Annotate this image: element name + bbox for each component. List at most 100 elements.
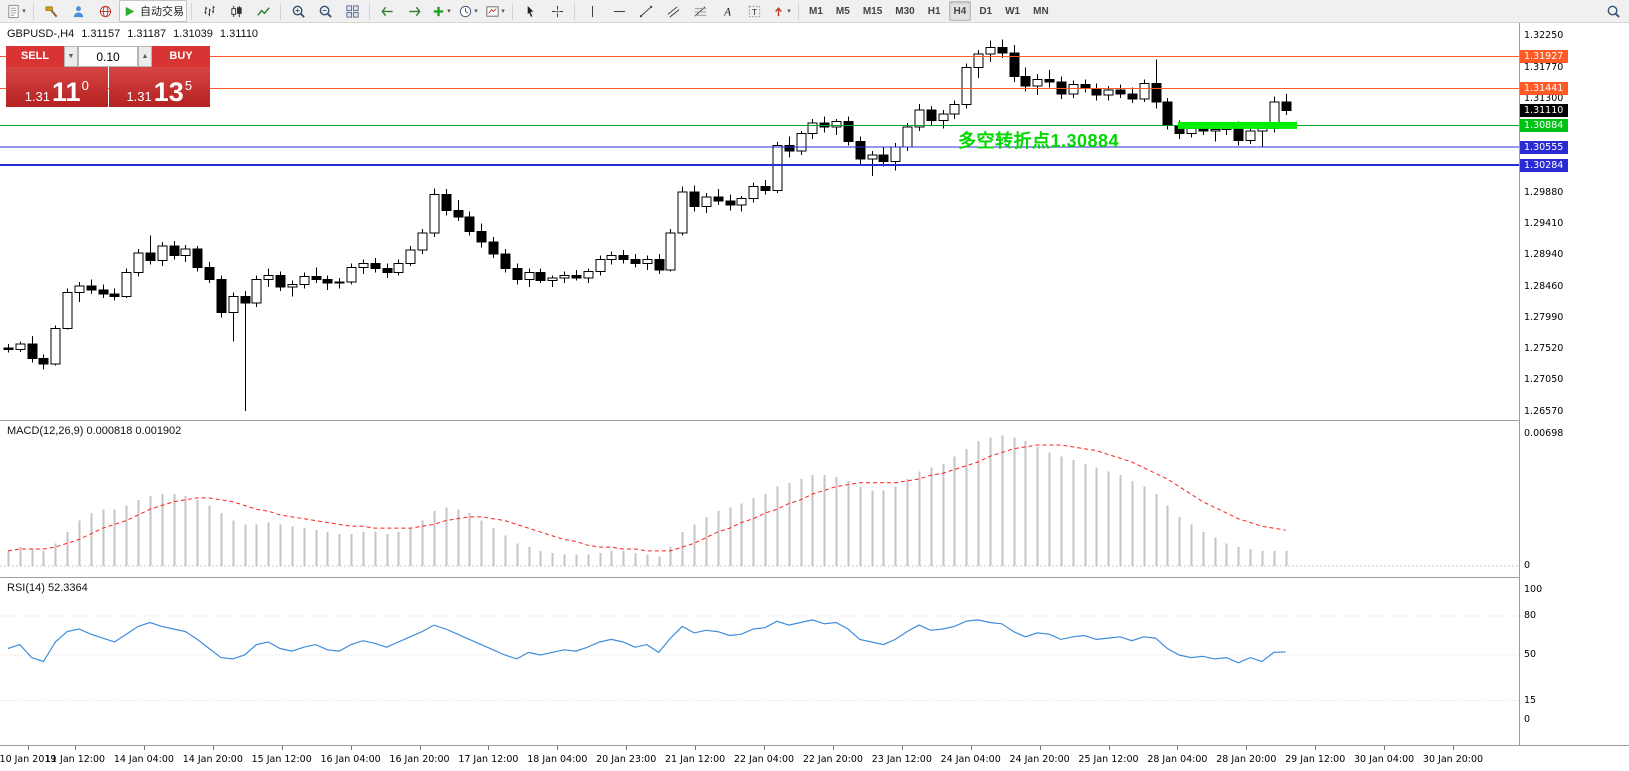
chevron-down-icon: ▾ [22,8,26,15]
volume-decrease-button[interactable]: ▼ [64,46,78,67]
periods-button[interactable]: ▾ [455,0,481,22]
vertical-line-button[interactable] [579,0,605,22]
rsi-header: RSI(14) 52.3364 [7,582,88,594]
equidistant-channel-button[interactable] [660,0,686,22]
fibo-icon [694,5,706,17]
pivot-annotation-text[interactable]: 多空转折点1.30884 [958,131,1120,151]
axis-label: 0 [1524,560,1531,571]
time-axis[interactable]: 10 Jan 2019 11 Jan 12:00 14 Jan 04:00 14 Ja… [0,745,1629,771]
search-button[interactable] [1600,0,1626,22]
metaeditor-button[interactable] [38,0,64,22]
fibonacci-button[interactable] [687,0,713,22]
timeframe-h1[interactable]: H1 [927,5,941,17]
buy-price-display[interactable]: 1.31 13 5 [108,67,210,107]
time-label: 24 Jan 20:00 [1009,754,1070,765]
cursor-button[interactable] [517,0,543,22]
time-tick [1315,746,1317,750]
toolbar-separator [369,2,370,20]
price-tag: 1.31110 [1520,103,1569,117]
autotrading-button[interactable]: 自动交易 [119,0,187,22]
zoom-out-button[interactable] [312,0,338,22]
time-tick [832,746,834,750]
hline-icon [613,10,625,12]
timeframe-m1[interactable]: M1 [809,5,823,17]
shiftl-icon [380,6,393,16]
buy-price-prefix: 1.31 [126,89,152,104]
sell-price-prefix: 1.31 [24,89,51,104]
macd-header: MACD(12,26,9) 0.000818 0.001902 [7,425,182,437]
timeframe-h4[interactable]: H4 [948,1,972,21]
axis-label: 1.29410 [1524,218,1564,229]
buy-price-sup: 5 [184,78,193,93]
volume-input[interactable] [78,46,138,67]
timeframe-d1[interactable]: D1 [979,5,993,17]
high-value: 1.31187 [127,28,167,40]
volume-increase-button[interactable]: ▲ [138,46,152,67]
time-tick [143,746,145,750]
time-label: 10 Jan 2019 [0,754,57,765]
new-order-button[interactable]: ▾ [3,0,29,22]
template-icon [486,5,499,17]
axis-label: 0 [1524,714,1531,725]
crosshair-button[interactable] [544,0,570,22]
time-label: 11 Jan 12:00 [44,754,106,765]
timeframe-mn[interactable]: MN [1033,5,1049,17]
time-label: 30 Jan 04:00 [1354,754,1415,765]
text-label-button[interactable]: T [741,0,767,22]
bars-icon [203,5,215,16]
toolbar-separator [798,2,799,20]
market-watch-button[interactable] [92,0,118,22]
timeframe-m15[interactable]: M15 [862,5,883,17]
buy-button[interactable]: BUY [152,46,210,67]
chart-ohlc-header: GBPUSD-,H4 1.31157 1.31187 1.31039 1.311… [7,28,258,40]
price-tag: 1.30284 [1520,158,1569,172]
toolbar-separator [33,2,34,20]
toolbar-separator [280,2,281,20]
time-label: 22 Jan 04:00 [733,754,795,765]
arrows-button[interactable]: ▾ [768,0,794,22]
time-tick [901,746,903,750]
zoom-in-button[interactable] [285,0,311,22]
templates-button[interactable]: ▾ [482,0,508,22]
chart-shift-button[interactable] [374,0,400,22]
line-chart-button[interactable] [250,0,276,22]
chevron-down-icon: ▾ [787,8,791,15]
price-tag: 1.31927 [1520,49,1569,63]
arrowtool-icon [775,6,783,16]
price-pane[interactable]: GBPUSD-,H4 1.31157 1.31187 1.31039 1.311… [0,23,1519,420]
axis-label: 1.28940 [1524,249,1564,261]
time-label: 28 Jan 20:00 [1216,754,1277,765]
price-axis[interactable]: 1.32250 1.31770 1.31300 1.29880 1.29410 1.289… [1519,23,1629,745]
sell-price-display[interactable]: 1.31 11 0 [6,67,108,107]
axis-label: 1.28460 [1524,280,1564,292]
horizontal-line-button[interactable] [606,0,632,22]
timeframe-m5[interactable]: M5 [835,5,850,17]
rsi-pane[interactable]: RSI(14) 52.3364 [0,577,1519,746]
timeframe-w1[interactable]: W1 [1005,5,1021,17]
time-label: 16 Jan 04:00 [320,754,381,765]
bar-chart-button[interactable] [196,0,222,22]
text-button[interactable]: A [714,0,740,22]
tile-windows-button[interactable] [339,0,365,22]
candlestick-chart-button[interactable] [223,0,249,22]
time-tick [1177,746,1179,750]
main-toolbar: ▾ 自动交易 ▾ ▾ ▾ A T ▾ M1 M5 M15 M30 H1 H4 D1 W1 MN [0,0,1629,23]
timeframe-m30[interactable]: M30 [895,5,915,17]
trendline-button[interactable] [633,0,659,22]
profiles-icon [73,5,83,17]
cursor-icon [527,5,533,17]
axis-label: 1.29880 [1524,186,1564,198]
time-label: 30 Jan 20:00 [1422,754,1484,765]
magnifier-icon [1607,5,1620,18]
time-tick [419,746,421,750]
profiles-button[interactable] [65,0,91,22]
sell-button[interactable]: SELL [6,46,64,67]
sell-price-big: 11 [52,76,81,107]
time-tick [488,746,490,750]
toolbar-separator [191,2,192,20]
axis-label: 1.32250 [1524,30,1564,41]
indicators-button[interactable]: ▾ [428,0,454,22]
auto-scroll-button[interactable] [401,0,427,22]
macd-pane[interactable]: MACD(12,26,9) 0.000818 0.001902 [0,420,1519,578]
